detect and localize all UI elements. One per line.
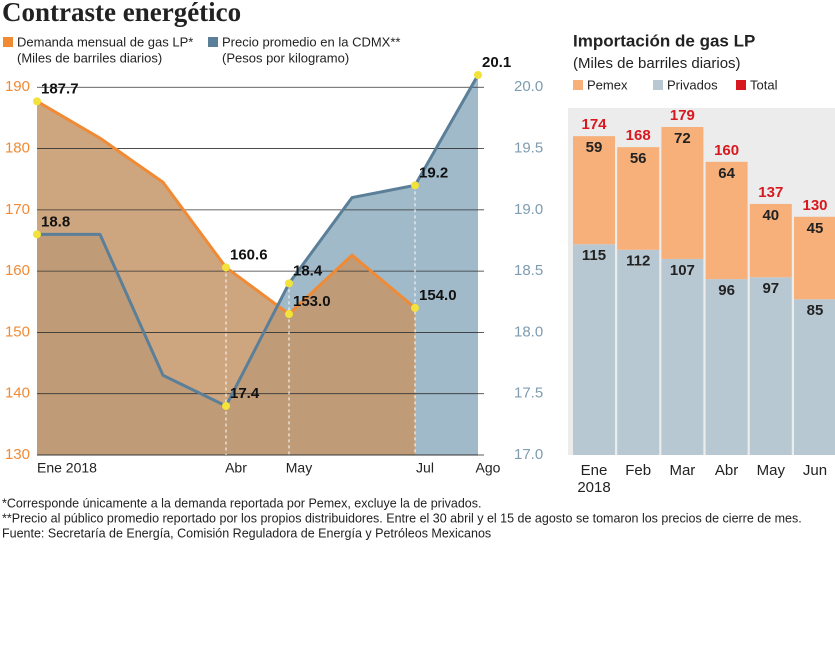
chart-title: Importación de gas LP [573,31,755,50]
bar-segment [705,161,748,280]
bar-segment [661,127,704,259]
y-tick-label: 180 [5,140,30,157]
data-label: 18.8 [41,213,70,230]
data-label: 154.0 [419,287,457,304]
data-label: 72 [674,130,691,147]
x-tick-label: Ene 2018 [577,462,610,496]
data-label: 64 [718,165,735,182]
total-label: 137 [758,184,783,201]
y2-tick-label: 19.0 [514,201,543,218]
bar-segment [794,216,835,300]
legend-label: Total [750,77,778,92]
data-label: 17.4 [230,385,260,402]
y2-tick-label: 18.5 [514,262,543,279]
bar-segment [573,244,615,455]
data-label: 19.2 [419,164,448,181]
legend-label: Demanda mensual de gas LP* [17,34,193,49]
x-tick-label: Mar [669,462,695,479]
x-tick-label: May [757,462,786,479]
legend-label: Precio promedio en la CDMX** [222,34,400,49]
y2-tick-label: 20.0 [514,78,543,95]
x-tick-label: Jun [803,462,827,479]
data-label: 97 [762,280,779,297]
total-label: 174 [581,116,607,133]
data-label: 115 [582,247,606,264]
data-label: 18.4 [293,262,323,279]
data-label: 112 [626,253,650,270]
total-label: 168 [626,127,651,144]
bar-segment [617,249,660,455]
data-label: 107 [670,262,695,279]
legend-unit: (Miles de barriles diarios) [17,50,162,65]
point [285,279,293,288]
bar-segment [617,147,660,250]
point [285,310,293,319]
y2-tick-label: 19.5 [514,140,543,157]
data-label: 85 [807,302,824,319]
total-label: 130 [802,197,827,214]
y-tick-label: 190 [5,78,30,95]
footnote: **Precio al público promedio reportado p… [2,511,802,525]
y-tick-label: 130 [5,446,30,463]
legend-swatch [573,80,583,90]
y-tick-label: 160 [5,262,30,279]
data-label: 45 [807,220,824,237]
data-label: 160.6 [230,246,268,263]
chart-subtitle: (Miles de barriles diarios) [573,55,741,72]
legend-label: Pemex [587,77,628,92]
data-label: 96 [718,282,735,299]
y2-tick-label: 18.0 [514,323,543,340]
bar-segment [794,299,835,455]
x-tick-label: Abr [225,460,247,476]
bar-segment [705,279,748,455]
data-label: 40 [762,207,779,224]
footnote: *Corresponde únicamente a la demanda rep… [2,496,481,510]
legend-swatch [208,37,218,47]
legend-swatch [653,80,663,90]
x-tick-label: May [286,460,312,476]
bar-segment [749,277,792,455]
data-label: 20.1 [482,54,511,71]
bar-segment [573,136,615,245]
point [222,263,230,272]
point [33,97,41,106]
y-tick-label: 150 [5,323,30,340]
total-label: 179 [670,107,695,124]
area [37,101,415,456]
point [33,230,41,239]
page-title: Contraste energético [2,0,241,27]
x-tick-label: Ene 2018 [37,460,97,476]
bar-segment [661,258,704,455]
x-tick-label: Ago [476,460,501,476]
y-tick-label: 140 [5,385,30,402]
data-label: 187.7 [41,80,79,97]
line [37,74,480,408]
y2-tick-label: 17.5 [514,385,543,402]
point [411,303,419,312]
footnote: Fuente: Secretaría de Energía, Comisión … [2,526,491,540]
x-tick-label: Feb [625,462,651,479]
bar-segment [749,203,792,278]
data-label: 56 [630,150,647,167]
x-tick-label: Jul [416,460,434,476]
y-tick-label: 170 [5,201,30,218]
legend-swatch [736,80,746,90]
point [474,71,482,79]
legend-label: Privados [667,77,718,92]
point [222,401,230,410]
point [411,181,419,190]
total-label: 160 [714,142,739,159]
legend-swatch [3,37,13,47]
y2-tick-label: 17.0 [514,446,543,463]
legend-unit: (Pesos por kilogramo) [222,50,349,65]
x-tick-label: Abr [715,462,738,479]
data-label: 153.0 [293,293,331,310]
data-label: 59 [586,139,603,156]
